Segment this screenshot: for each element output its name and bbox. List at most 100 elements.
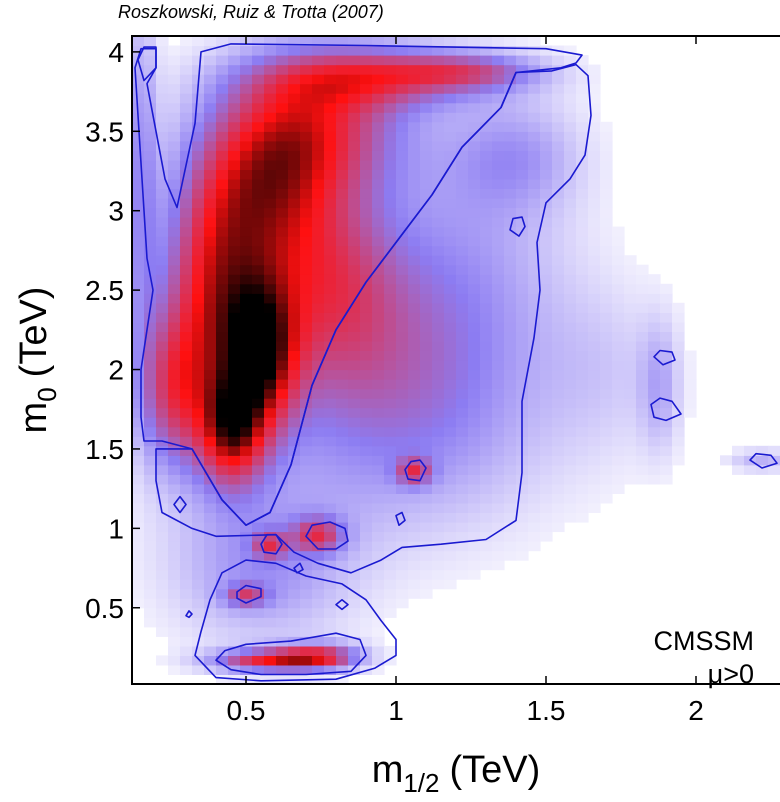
heatmap-cell <box>132 360 145 371</box>
heatmap-cell <box>756 464 769 475</box>
heatmap-cell <box>540 74 553 85</box>
heatmap-cell <box>240 474 253 485</box>
heatmap-cell <box>408 379 421 390</box>
heatmap-cell <box>252 83 265 94</box>
heatmap-cell <box>252 379 265 390</box>
heatmap-cell <box>312 74 325 85</box>
heatmap-cell <box>432 217 445 228</box>
heatmap-cell <box>336 255 349 266</box>
heatmap-cell <box>420 331 433 342</box>
heatmap-cell <box>576 493 589 504</box>
heatmap-cell <box>420 417 433 428</box>
heatmap-cell <box>408 522 421 533</box>
heatmap-cell <box>204 455 217 466</box>
heatmap-cell <box>276 64 289 75</box>
heatmap-cell <box>312 464 325 475</box>
heatmap-cell <box>192 541 205 552</box>
heatmap-cell <box>504 541 517 552</box>
heatmap-cell <box>384 483 397 494</box>
heatmap-cell <box>324 607 337 618</box>
heatmap-cell <box>588 274 601 285</box>
heatmap-cell <box>396 541 409 552</box>
heatmap-cell <box>528 121 541 132</box>
heatmap-cell <box>504 188 517 199</box>
heatmap-cell <box>324 226 337 237</box>
heatmap-cell <box>132 522 145 533</box>
heatmap-cell <box>204 417 217 428</box>
heatmap-cell <box>480 407 493 418</box>
heatmap-cell <box>612 369 625 380</box>
heatmap-cell <box>612 360 625 371</box>
heatmap-cell <box>300 150 313 161</box>
heatmap-cell <box>408 417 421 428</box>
heatmap-cell <box>288 55 301 66</box>
heatmap-cell <box>132 226 145 237</box>
heatmap-cell <box>300 45 313 56</box>
heatmap-cell <box>336 198 349 209</box>
heatmap-cell <box>564 321 577 332</box>
heatmap-cell <box>360 464 373 475</box>
heatmap-cell <box>480 483 493 494</box>
heatmap-cell <box>348 445 361 456</box>
heatmap-cell <box>312 626 325 637</box>
heatmap-cell <box>228 245 241 256</box>
heatmap-cell <box>552 198 565 209</box>
heatmap-cell <box>144 45 157 56</box>
heatmap-cell <box>588 255 601 266</box>
heatmap-cell <box>480 121 493 132</box>
heatmap-cell <box>444 560 457 571</box>
heatmap-cell <box>240 607 253 618</box>
heatmap-cell <box>348 321 361 332</box>
heatmap-cell <box>132 217 145 228</box>
heatmap-cell <box>528 150 541 161</box>
heatmap-cell <box>144 522 157 533</box>
heatmap-cell <box>168 112 181 123</box>
heatmap-cell <box>192 531 205 542</box>
heatmap-cell <box>156 531 169 542</box>
heatmap-cell <box>192 388 205 399</box>
heatmap-cell <box>408 388 421 399</box>
heatmap-cell <box>360 112 373 123</box>
heatmap-cell <box>312 121 325 132</box>
heatmap-cell <box>348 607 361 618</box>
heatmap-cell <box>288 302 301 313</box>
heatmap-cell <box>360 560 373 571</box>
heatmap-cell <box>660 302 673 313</box>
heatmap-cell <box>396 159 409 170</box>
heatmap-cell <box>372 274 385 285</box>
heatmap-cell <box>444 64 457 75</box>
heatmap-cell <box>456 312 469 323</box>
heatmap-cell <box>372 178 385 189</box>
heatmap-cell <box>564 331 577 342</box>
heatmap-cell <box>444 483 457 494</box>
heatmap-cell <box>132 159 145 170</box>
heatmap-cell <box>156 493 169 504</box>
heatmap-cell <box>168 388 181 399</box>
heatmap-cell <box>252 655 265 666</box>
heatmap-cell <box>576 417 589 428</box>
heatmap-cell <box>540 140 553 151</box>
heatmap-cell <box>372 102 385 113</box>
heatmap-cell <box>192 569 205 580</box>
heatmap-cell <box>276 617 289 628</box>
heatmap-cell <box>168 178 181 189</box>
heatmap-cell <box>480 445 493 456</box>
heatmap-cell <box>660 407 673 418</box>
heatmap-cell <box>264 436 277 447</box>
heatmap-cell <box>504 226 517 237</box>
heatmap-cell <box>204 255 217 266</box>
heatmap-cell <box>396 217 409 228</box>
heatmap-cell <box>564 312 577 323</box>
heatmap-cell <box>312 569 325 580</box>
heatmap-cell <box>432 45 445 56</box>
heatmap-cell <box>612 331 625 342</box>
heatmap-cell <box>600 264 613 275</box>
heatmap-cell <box>360 588 373 599</box>
heatmap-cell <box>216 198 229 209</box>
heatmap-cell <box>624 360 637 371</box>
contour-line <box>305 521 349 550</box>
heatmap-cell <box>216 445 229 456</box>
heatmap-cell <box>540 207 553 218</box>
heatmap-cell <box>408 55 421 66</box>
heatmap-cell <box>156 45 169 56</box>
